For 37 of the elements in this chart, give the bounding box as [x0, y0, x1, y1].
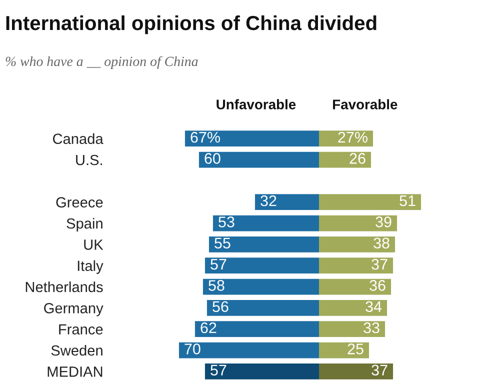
data-label: 55 [214, 238, 230, 249]
y-tick-label: Sweden [51, 344, 102, 356]
series-label: Unfavorable [216, 99, 296, 110]
data-label: 53 [218, 216, 234, 228]
data-label: 27% [338, 132, 368, 143]
y-tick-label: Canada [52, 133, 104, 144]
data-label: 57 [210, 259, 226, 270]
y-tick-label: Italy [78, 260, 104, 274]
y-tick-label: U.S. [76, 154, 102, 166]
data-label: 32 [260, 195, 276, 206]
data-label: 34 [366, 301, 382, 312]
y-tick-label: MEDIAN [48, 366, 102, 377]
y-tick-label: Spain [66, 218, 102, 232]
series-label: Favorable [333, 99, 398, 110]
chart-title: International opinions of China divided [6, 15, 376, 34]
y-tick-label: France [59, 324, 103, 335]
data-label: 57 [210, 364, 226, 376]
y-tick-label: Germany [44, 303, 104, 316]
data-label: 38 [374, 238, 390, 249]
data-label: 62 [200, 322, 216, 334]
data-label: 39 [376, 216, 392, 228]
chart-subtitle: % who have a __ opinion of China [6, 56, 198, 69]
data-label: 60 [204, 153, 220, 164]
data-label: 37 [372, 258, 388, 270]
data-label: 37 [372, 364, 388, 376]
data-label: 26 [350, 153, 366, 164]
data-label: 70 [184, 344, 200, 354]
data-label: 33 [364, 322, 380, 334]
y-tick-label: Greece [56, 197, 103, 208]
data-label: 58 [208, 280, 224, 291]
data-label: 56 [212, 301, 228, 312]
data-label: 51 [400, 196, 416, 206]
data-label: 25 [348, 344, 364, 354]
data-label: 36 [370, 280, 386, 291]
data-label: 67% [190, 132, 220, 143]
y-tick-label: UK [84, 240, 104, 250]
y-tick-label: Netherlands [26, 281, 103, 292]
